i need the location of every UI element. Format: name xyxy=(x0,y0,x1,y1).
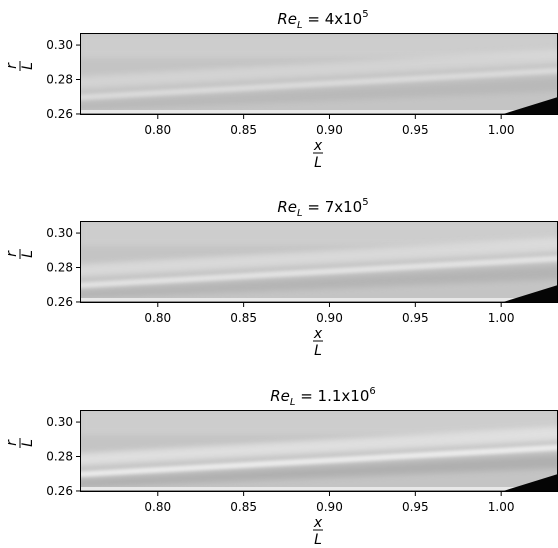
x-tick-label: 0.80 xyxy=(144,123,171,137)
y-tick-label: 0.28 xyxy=(46,73,73,87)
x-label-den: L xyxy=(314,155,322,171)
flow-image xyxy=(80,221,558,303)
x-tick-label: 1.00 xyxy=(488,500,515,514)
x-tick-label: 0.85 xyxy=(230,123,257,137)
y-tick-label: 0.26 xyxy=(46,295,73,309)
x-tick-label: 1.00 xyxy=(488,123,515,137)
image-upper xyxy=(80,410,558,435)
image-upper xyxy=(80,221,558,246)
x-tick-label: 0.95 xyxy=(402,500,429,514)
wall-strip xyxy=(80,298,558,302)
x-label-num: x xyxy=(313,326,323,342)
x-label-num: x xyxy=(313,515,323,531)
x-tick-label: 0.85 xyxy=(230,500,257,514)
x-label-num: x xyxy=(313,138,323,154)
x-tick-label: 0.85 xyxy=(230,311,257,325)
title-base: Re xyxy=(270,387,290,405)
title-mid: = 4x10 xyxy=(303,10,363,28)
y-label-den: L xyxy=(20,250,36,258)
body-wedge xyxy=(500,285,558,303)
body-wedge xyxy=(500,97,558,115)
shear-layer xyxy=(80,237,558,277)
y-label-den: L xyxy=(20,439,36,447)
y-tick-label: 0.30 xyxy=(46,415,73,429)
flow-image xyxy=(80,410,558,492)
title-sup: 5 xyxy=(362,197,368,208)
title-sub: L xyxy=(297,20,303,31)
x-tick-label: 0.80 xyxy=(144,500,171,514)
x-label-den: L xyxy=(314,532,322,548)
body-wedge xyxy=(500,474,558,492)
wall-strip xyxy=(80,487,558,491)
wall-strip xyxy=(80,110,558,114)
shear-layer xyxy=(80,49,558,89)
y-tick-label: 0.30 xyxy=(46,226,73,240)
title-mid: = 7x10 xyxy=(303,198,363,216)
panel-title: ReL = 7x105 xyxy=(277,197,368,219)
x-tick-label: 0.95 xyxy=(402,311,429,325)
x-tick-label: 0.95 xyxy=(402,123,429,137)
panel-title: ReL = 1.1x106 xyxy=(270,386,376,408)
shear-layer-bright xyxy=(80,255,558,289)
x-tick-label: 1.00 xyxy=(488,311,515,325)
x-tick-label: 0.90 xyxy=(316,123,343,137)
image-upper xyxy=(80,33,558,58)
y-tick-label: 0.26 xyxy=(46,107,73,121)
title-base: Re xyxy=(277,10,297,28)
shear-layer-dark xyxy=(80,454,558,488)
y-label-num: r xyxy=(4,250,20,257)
x-tick-label: 0.80 xyxy=(144,311,171,325)
y-tick-label: 0.28 xyxy=(46,450,73,464)
y-label-num: r xyxy=(4,439,20,446)
shear-layer-bright xyxy=(80,444,558,478)
shear-layer-dark xyxy=(80,77,558,111)
y-tick-label: 0.28 xyxy=(46,261,73,275)
flow-image xyxy=(80,33,558,115)
title-sub: L xyxy=(297,208,303,219)
shear-layer-bright xyxy=(80,67,558,101)
shear-layer-dark xyxy=(80,265,558,299)
shear-layer xyxy=(80,426,558,466)
y-label-num: r xyxy=(4,62,20,69)
y-tick-label: 0.26 xyxy=(46,484,73,498)
x-label-den: L xyxy=(314,343,322,359)
title-base: Re xyxy=(277,198,297,216)
x-tick-label: 0.90 xyxy=(316,500,343,514)
title-sup: 6 xyxy=(369,386,375,397)
title-sub: L xyxy=(290,397,296,408)
x-tick-label: 0.90 xyxy=(316,311,343,325)
y-tick-label: 0.30 xyxy=(46,38,73,52)
title-sup: 5 xyxy=(362,9,368,20)
panel-title: ReL = 4x105 xyxy=(277,9,368,31)
y-label-den: L xyxy=(20,62,36,70)
title-mid: = 1.1x10 xyxy=(295,387,369,405)
